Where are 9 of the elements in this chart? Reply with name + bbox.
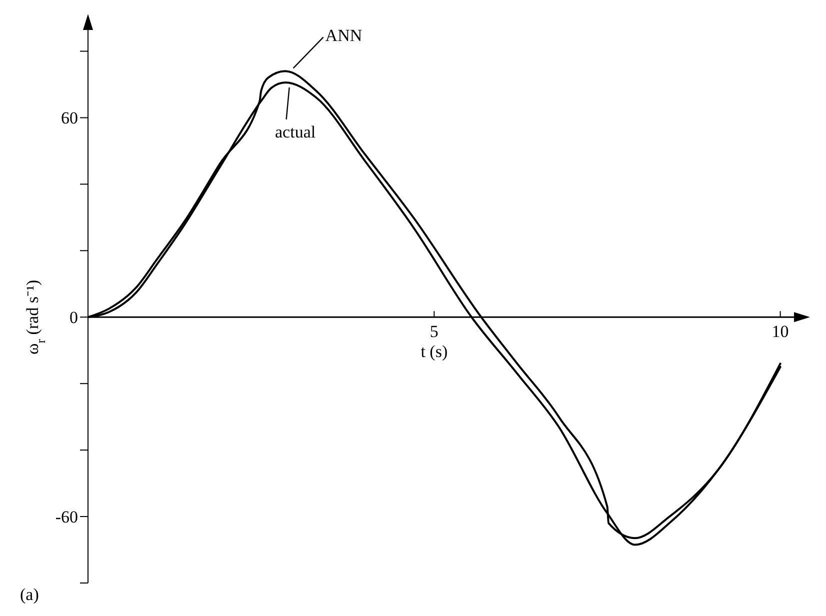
x-tick-label: 5 [430,322,438,342]
x-axis-title: t (s) [420,342,448,362]
x-tick-label: 10 [772,322,789,342]
text: (a) [20,585,39,604]
legend-label: actual [275,122,316,142]
y-tick-label: 60 [61,108,78,128]
text: ANN [325,26,362,46]
y-tick-label: -60 [55,508,78,527]
y-tick-label: 0 [70,308,78,328]
